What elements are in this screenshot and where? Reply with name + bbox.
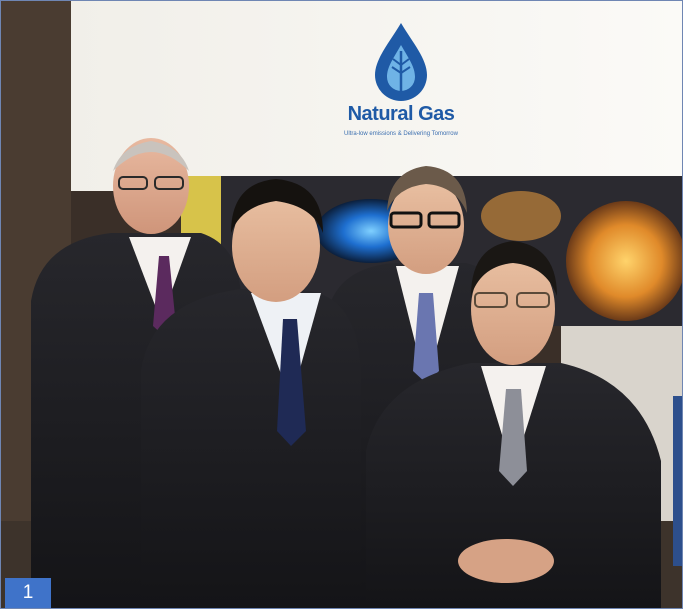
logo-name: Natural Gas [347, 103, 455, 125]
logo-tagline: Ultra-low emissions & Delivering Tomorro… [344, 131, 458, 137]
edge-thumbnail [673, 396, 682, 566]
person-front-right [366, 241, 661, 608]
person-front-left [141, 179, 361, 608]
water-drop-leaf-icon [375, 23, 427, 101]
natural-gas-logo: Natural Gas Ultra-low emissions & Delive… [331, 21, 471, 151]
fire-glow [566, 201, 682, 321]
fire-glow-small [481, 191, 561, 241]
figure-number-badge: 1 [5, 578, 51, 608]
